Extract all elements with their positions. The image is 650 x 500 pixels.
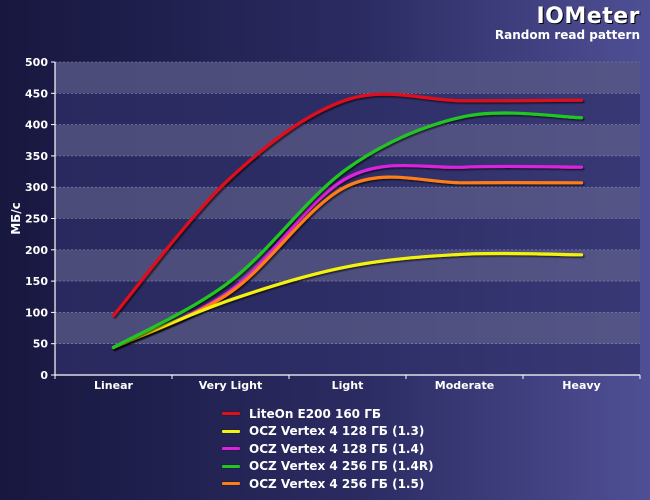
data-point-ocz-vertex-4-256-1-5 [346,185,348,187]
legend-swatch [222,429,240,433]
data-point-ocz-vertex-4-256-1-5 [463,182,465,184]
x-tick-label: Heavy [562,379,600,392]
x-tick-label: Light [332,379,364,392]
legend-item-ocz-vertex-4-128-1-4: OCZ Vertex 4 128 ГБ (1.4) [222,440,434,458]
data-point-ocz-vertex-4-256-1-5 [580,182,582,184]
y-tick-label: 100 [25,306,48,319]
legend-item-ocz-vertex-4-128-1-3: OCZ Vertex 4 128 ГБ (1.3) [222,423,434,441]
legend-label: OCZ Vertex 4 256 ГБ (1.5) [249,476,425,491]
legend-label: LiteOn E200 160 ГБ [249,406,381,421]
legend-item-ocz-vertex-4-256-1-4r: OCZ Vertex 4 256 ГБ (1.4R) [222,458,434,476]
data-point-ocz-vertex-4-256-1-4r [229,280,231,282]
y-tick-label: 0 [40,369,48,382]
data-point-ocz-vertex-4-128-1-3 [346,266,348,268]
y-tick-label: 300 [25,181,48,194]
data-point-ocz-vertex-4-256-1-4r [112,346,114,348]
data-point-liteon-e200-160 [463,100,465,102]
data-point-ocz-vertex-4-128-1-4 [346,177,348,179]
data-point-ocz-vertex-4-256-1-5 [229,291,231,293]
y-tick-label: 450 [25,87,48,100]
grid-band [55,343,640,375]
legend-swatch [222,412,240,416]
data-point-ocz-vertex-4-128-1-4 [463,166,465,168]
y-tick-label: 350 [25,150,48,163]
x-tick-label: Moderate [435,379,494,392]
legend-swatch [222,482,240,486]
data-point-ocz-vertex-4-256-1-4r [463,115,465,117]
data-point-liteon-e200-160 [112,314,114,316]
data-point-liteon-e200-160 [229,177,231,179]
data-point-ocz-vertex-4-128-1-3 [229,299,231,301]
series-line-ocz-vertex-4-128-1-3 [111,251,584,350]
data-point-ocz-vertex-4-128-1-4 [580,166,582,168]
data-point-ocz-vertex-4-128-1-3 [580,254,582,256]
data-point-ocz-vertex-4-256-1-4r [580,117,582,119]
data-point-ocz-vertex-4-128-1-3 [463,253,465,255]
data-point-ocz-vertex-4-256-1-4r [346,167,348,169]
legend-item-ocz-vertex-4-256-1-5: OCZ Vertex 4 256 ГБ (1.5) [222,475,434,493]
data-point-liteon-e200-160 [580,99,582,101]
y-tick-label: 150 [25,275,48,288]
legend-swatch [222,464,240,468]
grid-band [55,312,640,344]
series-line-liteon-e200-160 [111,92,584,318]
chart-legend: LiteOn E200 160 ГБ OCZ Vertex 4 128 ГБ (1… [222,405,434,493]
grid-band [55,124,640,156]
legend-swatch [222,447,240,451]
grid-band [55,187,640,219]
data-point-liteon-e200-160 [346,98,348,100]
y-tick-label: 400 [25,119,48,132]
y-axis-title: МБ/с [9,202,23,235]
grid-band [55,281,640,313]
legend-label: OCZ Vertex 4 256 ГБ (1.4R) [249,459,434,474]
x-tick-label: Very Light [199,379,263,392]
series-line-ocz-vertex-4-256-1-4r [111,111,584,350]
y-tick-label: 50 [33,338,49,351]
grid-band [55,62,640,94]
legend-label: OCZ Vertex 4 128 ГБ (1.4) [249,441,425,456]
y-tick-label: 250 [25,213,48,226]
grid-band [55,218,640,250]
legend-item-liteon-e200-160: LiteOn E200 160 ГБ [222,405,434,423]
y-tick-label: 200 [25,244,48,257]
legend-label: OCZ Vertex 4 128 ГБ (1.3) [249,424,425,439]
y-tick-label: 500 [25,56,48,69]
chart-title: IOMeter [536,4,640,29]
chart-subtitle: Random read pattern [494,28,640,42]
x-tick-label: Linear [94,379,133,392]
